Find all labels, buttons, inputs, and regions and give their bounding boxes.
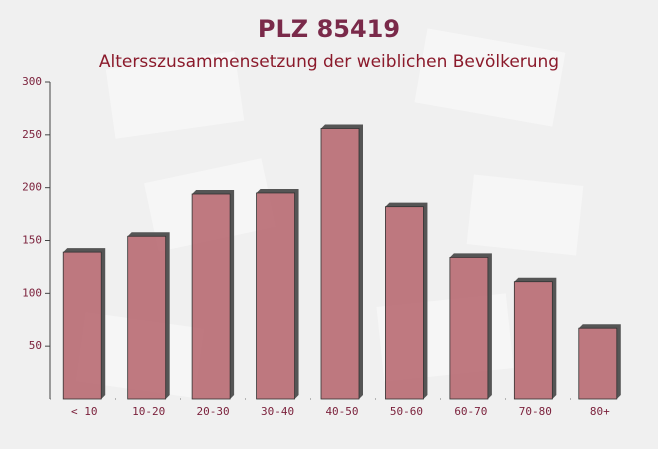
x-tick-label: 70-80 bbox=[519, 405, 552, 418]
y-tick-label: 50 bbox=[29, 339, 42, 352]
bar bbox=[385, 206, 424, 400]
x-tick-label: 80+ bbox=[590, 405, 610, 418]
bar bbox=[191, 193, 231, 400]
bar bbox=[513, 281, 553, 400]
x-tick-label: 20-30 bbox=[197, 405, 230, 418]
x-tick-label: 60-70 bbox=[454, 405, 487, 418]
x-tick-label: 40-50 bbox=[325, 405, 358, 418]
chart-subtitle: Altersszusammensetzung der weiblichen Be… bbox=[99, 52, 559, 72]
x-tick-label: 50-60 bbox=[390, 405, 423, 418]
y-tick-label: 300 bbox=[22, 75, 42, 88]
y-tick-label: 200 bbox=[22, 181, 42, 194]
y-tick-label: 100 bbox=[22, 286, 42, 299]
bar bbox=[449, 257, 489, 400]
x-tick-label: 30-40 bbox=[261, 405, 294, 418]
bar bbox=[62, 251, 102, 400]
bar bbox=[578, 327, 618, 400]
chart-title: PLZ 85419 bbox=[258, 15, 400, 43]
y-tick-label: 250 bbox=[22, 128, 42, 141]
x-tick-label: 10-20 bbox=[132, 405, 165, 418]
bar bbox=[256, 192, 295, 400]
y-tick-label: 150 bbox=[22, 234, 42, 247]
bar bbox=[127, 235, 167, 400]
bar bbox=[320, 128, 360, 400]
x-tick-label: < 10 bbox=[71, 405, 98, 418]
